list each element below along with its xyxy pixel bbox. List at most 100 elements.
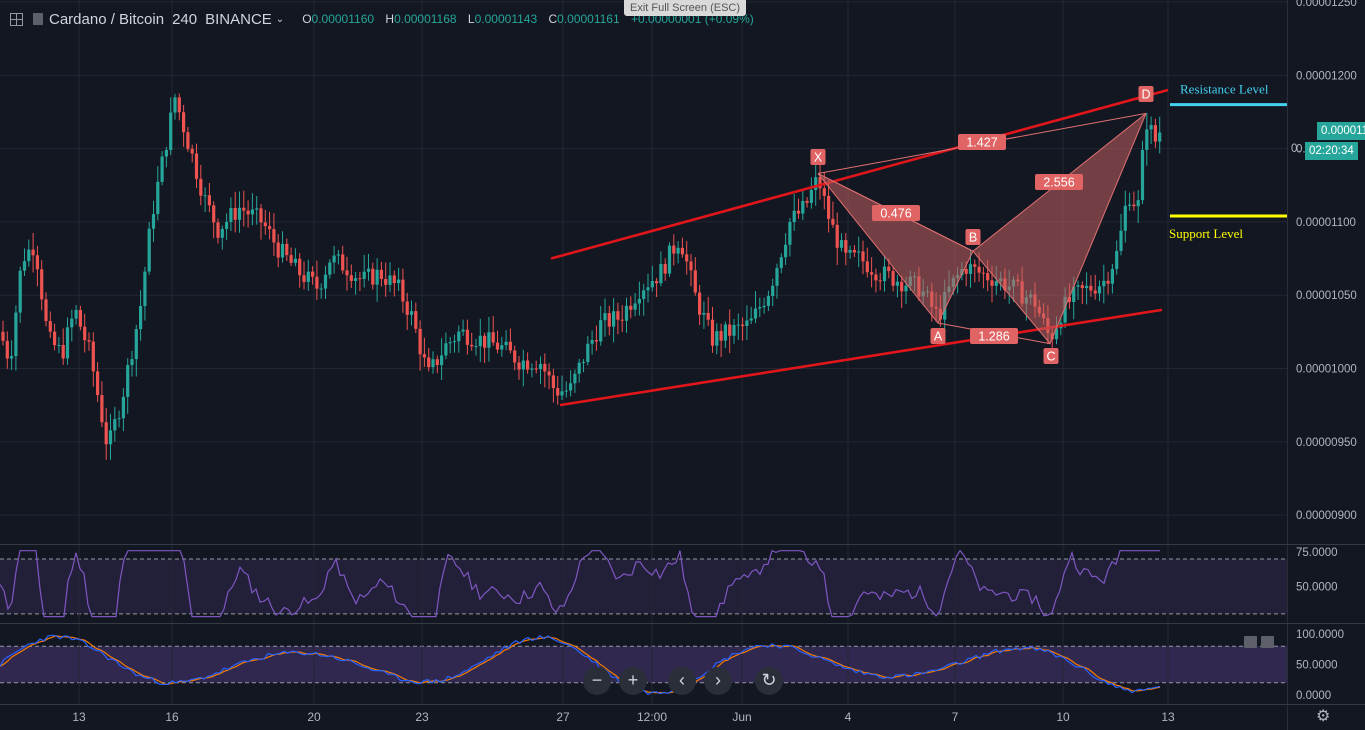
candle (272, 213, 276, 256)
candle (199, 164, 203, 206)
candle (900, 275, 904, 309)
symbol-name[interactable]: Cardano / Bitcoin (49, 10, 165, 28)
candle-body (48, 320, 52, 332)
candle-body (220, 228, 224, 238)
expand-icon[interactable] (10, 12, 23, 26)
pattern-ratio-text: 2.556 (1043, 176, 1074, 190)
candle (547, 363, 551, 390)
scroll-left-button[interactable]: ‹ (668, 667, 696, 695)
candle-body (259, 208, 263, 223)
candle-body (1158, 132, 1162, 142)
candle-body (199, 178, 203, 196)
candle-body (495, 342, 500, 350)
candle-body (65, 327, 70, 359)
candle (865, 247, 869, 278)
price-tick: 0.00001050 (1296, 290, 1357, 302)
candle-body (427, 357, 431, 368)
candle-body (474, 346, 478, 348)
price-tick: 0.00001000 (1296, 364, 1357, 376)
pattern-ratio-bg (1035, 174, 1083, 190)
time-axis[interactable]: 13 16 20 23 27 12:00 Jun 4 7 10 13 (0, 705, 1287, 730)
candle (736, 313, 740, 340)
candle-body (732, 325, 736, 336)
candle (792, 193, 796, 231)
candle-body (792, 210, 796, 223)
candle-body (478, 335, 482, 347)
interval[interactable]: 240 (172, 10, 198, 28)
candle (1106, 271, 1110, 295)
zoom-in-button[interactable]: + (619, 667, 647, 695)
chevron-down-icon[interactable]: ⌄ (275, 13, 285, 25)
stoch-tick: 50.0000 (1296, 660, 1338, 672)
candle (616, 302, 620, 335)
candle (1132, 191, 1136, 211)
scroll-right-button[interactable]: › (704, 667, 732, 695)
candle-body (1, 331, 5, 341)
candle (741, 317, 745, 341)
rsi-axis[interactable]: 75.0000 50.0000 (1287, 545, 1365, 623)
candle-body (809, 189, 813, 203)
candle-body (362, 271, 366, 279)
exchange[interactable]: BINANCE (205, 10, 272, 28)
candle (70, 309, 74, 342)
candle-body (852, 249, 856, 253)
candle (74, 305, 78, 325)
candle (349, 264, 353, 289)
candle (556, 376, 560, 405)
candle-body (1072, 286, 1076, 303)
candle-body (603, 313, 607, 321)
candle-body (78, 309, 82, 327)
settings-gear-icon[interactable]: ⚙ (1316, 708, 1331, 725)
reset-chart-button[interactable]: ↻ (755, 667, 783, 695)
candle (715, 323, 719, 355)
zoom-out-button[interactable]: − (583, 667, 611, 695)
candle (788, 217, 792, 257)
candle (311, 266, 315, 285)
candle (745, 305, 749, 340)
candle-body (655, 280, 659, 284)
candle-body (822, 188, 826, 196)
candle (448, 336, 452, 354)
candle-body (530, 368, 534, 370)
candle-body (435, 359, 439, 366)
rsi-line (0, 549, 1160, 618)
pane-up-button (1244, 636, 1257, 648)
candle (680, 237, 684, 258)
candle (1, 320, 5, 346)
candle (268, 211, 272, 240)
candle-body (741, 324, 745, 326)
rsi-pane[interactable] (0, 545, 1287, 623)
candle-body (134, 329, 138, 360)
pattern-point-x-text: X (814, 151, 823, 165)
price-pane[interactable]: X A B C D 0.476 1.427 2.556 1.286 Resistance Leve… (0, 0, 1287, 544)
candle-body (973, 264, 977, 267)
time-tick: 4 (845, 710, 852, 724)
candle (586, 336, 590, 366)
candle (874, 268, 878, 293)
candle (749, 306, 753, 325)
candle-body (1076, 285, 1080, 287)
candle-body (164, 149, 168, 157)
candle-body (233, 208, 237, 220)
candle (530, 363, 534, 378)
candle-body (633, 303, 637, 310)
candle-body (280, 243, 285, 258)
candle-body (508, 341, 512, 351)
price-chart[interactable]: X A B C D 0.476 1.427 2.556 1.286 Resistance Leve… (0, 0, 1287, 544)
price-axis[interactable]: 0.000012500.000012000.000011500.00001100… (1287, 0, 1365, 544)
candle (779, 253, 783, 274)
candle (1093, 274, 1097, 300)
candle (130, 350, 134, 377)
candle (491, 315, 495, 346)
stoch-axis[interactable]: 100.0000 50.0000 0.0000 (1287, 624, 1365, 704)
candle (728, 309, 732, 354)
candle-body (366, 268, 371, 272)
price-tick: 0.00001200 (1296, 70, 1357, 82)
candle-body (440, 355, 444, 366)
candle-body (1106, 280, 1110, 284)
candle-body (839, 240, 844, 248)
candle-body (538, 363, 543, 370)
exit-fullscreen-button[interactable]: Exit Full Screen (ESC) (624, 0, 746, 16)
candle-body (680, 247, 684, 255)
stoch-pane[interactable] (0, 624, 1287, 704)
